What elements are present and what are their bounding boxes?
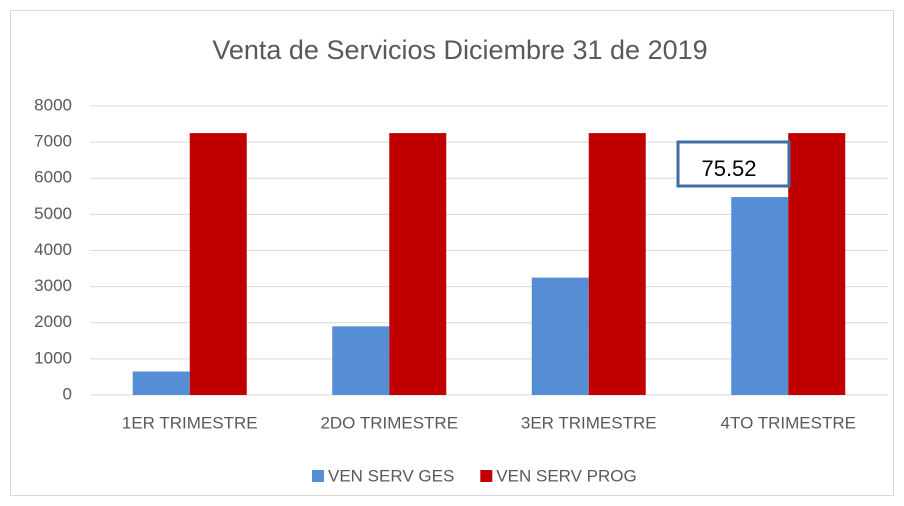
bar: [588, 133, 646, 395]
x-tick-label: 3ER TRIMESTRE: [521, 413, 657, 432]
y-tick-label: 7000: [34, 132, 72, 151]
legend-swatch: [312, 470, 324, 482]
legend-swatch: [480, 470, 493, 482]
bar: [332, 326, 390, 395]
y-tick-label: 3000: [34, 276, 72, 295]
y-tick-label: 2000: [34, 312, 72, 331]
y-tick-label: 0: [63, 384, 72, 403]
bar: [132, 371, 190, 395]
bar: [731, 197, 789, 395]
chart-title: Venta de Servicios Diciembre 31 de 2019: [212, 35, 707, 65]
annotation-box: [676, 140, 791, 188]
bar: [389, 133, 447, 395]
x-tick-label: 1ER TRIMESTRE: [122, 413, 258, 432]
x-tick-label: 2DO TRIMESTRE: [320, 413, 458, 432]
bar: [531, 277, 589, 395]
bar: [788, 133, 846, 395]
y-tick-label: 8000: [34, 95, 72, 114]
legend-label: VEN SERV PROG: [496, 466, 636, 485]
y-tick-label: 1000: [34, 348, 72, 367]
annotation: 75.52: [701, 156, 756, 181]
bar: [189, 133, 247, 395]
y-tick-label: 4000: [34, 240, 72, 259]
y-tick-label: 5000: [34, 204, 72, 223]
legend-label: VEN SERV GES: [328, 466, 454, 485]
y-tick-label: 6000: [34, 168, 72, 187]
x-tick-label: 4TO TRIMESTRE: [721, 413, 856, 432]
